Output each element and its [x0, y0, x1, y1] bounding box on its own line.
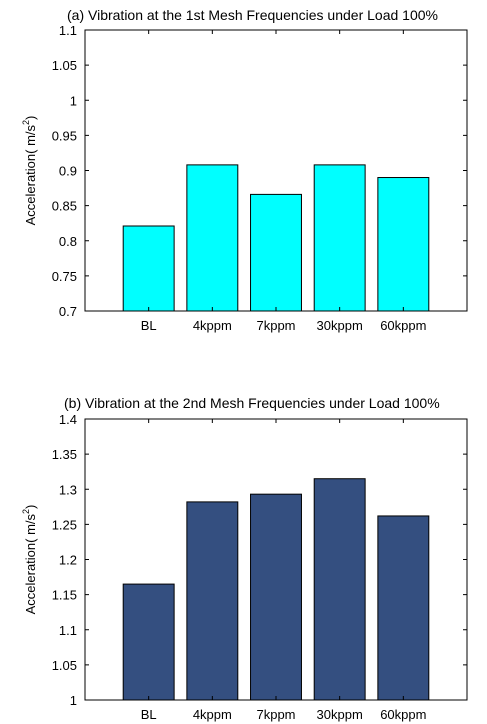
bar-60kppm — [377, 515, 430, 701]
y-axis-label-close: ) — [23, 116, 38, 120]
y-tick-label: 1.25 — [52, 517, 77, 532]
chart-title: (a) Vibration at the 1st Mesh Frequencie… — [67, 7, 438, 23]
y-tick-label: 1.05 — [52, 658, 77, 673]
chart-panel-b: (b) Vibration at the 2nd Mesh Frequencie… — [21, 395, 468, 722]
bar-60kppm — [377, 177, 430, 312]
y-axis-label-sup: 2 — [21, 120, 31, 125]
bar-7kppm — [250, 193, 302, 312]
x-tick-label: BL — [141, 707, 157, 722]
bar-30kppm — [313, 478, 366, 701]
x-tick-label: 4kppm — [193, 707, 232, 722]
y-tick-label: 1.1 — [59, 623, 77, 638]
y-tick-label: 1.3 — [59, 482, 77, 497]
y-tick-label: 0.9 — [59, 164, 77, 179]
y-axis-label-text: Acceleration( m/s — [23, 513, 38, 614]
x-tick-label: BL — [141, 318, 157, 333]
y-tick-label: 0.7 — [59, 304, 77, 319]
y-tick-label: 0.95 — [52, 128, 77, 143]
x-tick-label: 60kppm — [380, 318, 426, 333]
y-tick-label: 0.8 — [59, 234, 77, 249]
x-tick-label: 60kppm — [380, 707, 426, 722]
y-tick-label: 1.15 — [52, 588, 77, 603]
x-tick-label: 30kppm — [317, 318, 363, 333]
y-axis-label: Acceleration( m/s2) — [21, 505, 38, 615]
y-tick-label: 1.4 — [59, 412, 77, 427]
x-tick-label: 7kppm — [256, 707, 295, 722]
chart-panel-a: (a) Vibration at the 1st Mesh Frequencie… — [21, 7, 468, 333]
y-tick-label: 1.2 — [59, 553, 77, 568]
x-tick-label: 30kppm — [317, 707, 363, 722]
y-tick-label: 1 — [70, 693, 77, 708]
x-tick-label: 7kppm — [256, 318, 295, 333]
bar-4kppm — [186, 164, 239, 312]
y-tick-label: 1.1 — [59, 23, 77, 38]
y-axis-label: Acceleration( m/s2) — [21, 116, 38, 226]
y-tick-label: 1.05 — [52, 58, 77, 73]
bar-7kppm — [250, 493, 302, 701]
y-tick-label: 0.75 — [52, 269, 77, 284]
chart-title: (b) Vibration at the 2nd Mesh Frequencie… — [64, 395, 440, 411]
y-tick-label: 1 — [70, 93, 77, 108]
y-tick-label: 0.85 — [52, 199, 77, 214]
y-axis-label-close: ) — [23, 505, 38, 509]
y-axis-label-sup: 2 — [21, 509, 31, 514]
bar-30kppm — [313, 164, 366, 312]
bar-4kppm — [186, 501, 239, 701]
bar-BL — [122, 583, 175, 701]
bar-BL — [122, 225, 175, 312]
y-tick-label: 1.35 — [52, 447, 77, 462]
y-axis-label-text: Acceleration( m/s — [23, 124, 38, 225]
x-tick-label: 4kppm — [193, 318, 232, 333]
